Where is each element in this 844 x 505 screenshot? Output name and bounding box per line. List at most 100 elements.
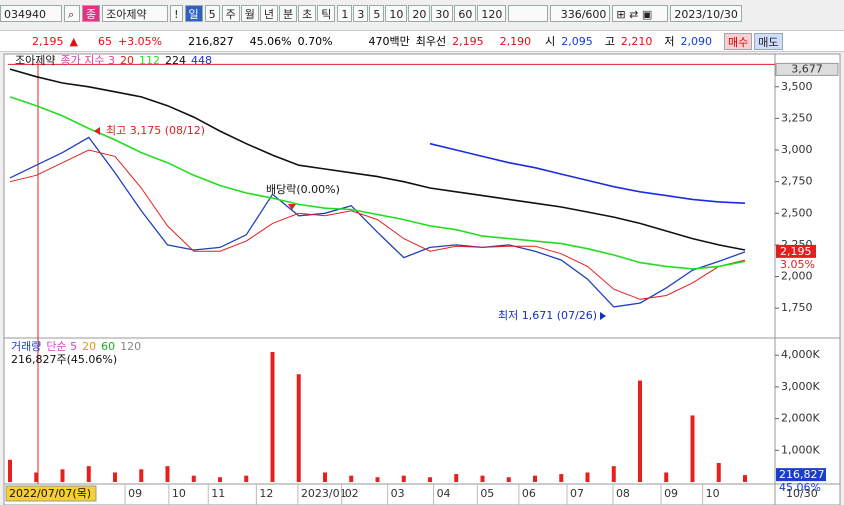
x-tick-label: 07 bbox=[570, 487, 584, 500]
volume-bar bbox=[244, 475, 249, 482]
sell-button[interactable]: 매도 bbox=[754, 32, 783, 50]
legend-title: 거래량 bbox=[11, 340, 41, 353]
interval[interactable]: 3 bbox=[353, 4, 369, 22]
search-button[interactable]: ⌕ bbox=[64, 4, 80, 22]
period-button[interactable]: 일 bbox=[184, 4, 203, 22]
volume-bar bbox=[191, 475, 196, 482]
volume-bar bbox=[60, 469, 65, 482]
tab[interactable]: 틱 bbox=[317, 4, 336, 22]
low: 2,090 bbox=[680, 34, 713, 48]
dropdown[interactable] bbox=[508, 4, 549, 22]
arrow: ▲ bbox=[69, 34, 78, 48]
legend-entry: 448 bbox=[191, 54, 212, 67]
interval[interactable]: 30 bbox=[431, 4, 454, 22]
volume-bar bbox=[506, 477, 511, 482]
x-tick-label: 2023/01 bbox=[301, 487, 347, 500]
x-tick-label: 08 bbox=[616, 487, 630, 500]
start-label-box bbox=[5, 485, 97, 502]
volume-bar bbox=[638, 380, 642, 482]
legend: 조아제약 종가 지수 3 20 112 224 448 bbox=[15, 53, 212, 67]
interval[interactable]: 120 bbox=[477, 4, 507, 22]
interval[interactable]: 5 bbox=[369, 4, 385, 22]
y-tick-label: 3,250 bbox=[781, 111, 813, 124]
annotation-arrow bbox=[288, 204, 296, 210]
price-line bbox=[9, 149, 746, 300]
stock-name[interactable]: 조아제약 bbox=[102, 4, 169, 22]
price-line bbox=[429, 142, 746, 204]
last-price-box bbox=[776, 244, 816, 258]
change-pct: +3.05% bbox=[117, 34, 163, 48]
bid: 2,190 bbox=[499, 34, 532, 48]
volume-bar bbox=[113, 472, 117, 482]
tab[interactable]: 월 bbox=[240, 4, 259, 22]
volume-ratio: 45.06% bbox=[249, 34, 292, 48]
y-tick-label: 3,000K bbox=[781, 380, 820, 393]
y-tick-label: 3,000 bbox=[781, 143, 813, 156]
annotation-arrow bbox=[94, 127, 100, 135]
interval[interactable]: 20 bbox=[408, 4, 431, 22]
tools[interactable]: ⊞ ⇄ ▣ bbox=[612, 4, 669, 22]
top-marker-box bbox=[775, 62, 839, 76]
volume-bar bbox=[401, 475, 406, 482]
y-tick-label: 3,500 bbox=[781, 80, 813, 93]
volume-bar bbox=[585, 472, 590, 482]
volume-bar bbox=[716, 462, 721, 482]
buy-button[interactable]: 매수 bbox=[724, 32, 753, 50]
period-count[interactable]: 5 bbox=[204, 4, 220, 22]
price-line bbox=[9, 68, 746, 251]
volume-bar bbox=[8, 459, 12, 482]
x-tick-label: 10 bbox=[706, 487, 720, 500]
interval[interactable]: 1 bbox=[337, 4, 353, 22]
y-tick-label: 2,250 bbox=[781, 238, 813, 251]
annotation-arrow bbox=[600, 312, 606, 320]
volume-bar bbox=[533, 475, 537, 482]
price: 2,195 bbox=[32, 34, 64, 48]
best-label: 최우선 bbox=[415, 35, 447, 48]
price-line bbox=[9, 136, 746, 308]
last-price-label: 2,195 bbox=[780, 245, 812, 258]
volume-bar bbox=[165, 466, 170, 482]
tab[interactable]: 년 bbox=[259, 4, 279, 22]
legend-entry: 60 bbox=[101, 340, 115, 353]
date[interactable]: 2023/10/30 bbox=[670, 4, 742, 22]
legend-entry: 224 bbox=[165, 54, 186, 67]
volume-bar bbox=[139, 469, 144, 482]
legend-entry: 120 bbox=[120, 340, 141, 353]
legend-entry: 20 bbox=[120, 54, 134, 67]
volume-bar bbox=[270, 352, 275, 482]
last-change: 3.05% bbox=[780, 258, 815, 271]
x-tick-label: 05 bbox=[480, 487, 494, 500]
volume-legend: 거래량 단순 5 20 60 120 bbox=[11, 340, 141, 353]
volume-bar bbox=[428, 477, 432, 482]
tab[interactable]: 주 bbox=[221, 4, 240, 22]
open: 2,095 bbox=[561, 34, 593, 48]
x-tick-label: 12 bbox=[259, 487, 273, 500]
legend-title: 조아제약 bbox=[15, 53, 55, 67]
volume-bar bbox=[218, 477, 222, 482]
x-tick-label: 04 bbox=[437, 487, 451, 500]
volume-bar bbox=[296, 374, 301, 482]
legend-entry: 112 bbox=[139, 54, 160, 67]
last-volume-label: 216,827 bbox=[779, 468, 825, 481]
tab[interactable]: 초 bbox=[298, 4, 317, 22]
count: 336/600 bbox=[550, 4, 611, 22]
code-input[interactable]: 034940 bbox=[0, 4, 62, 22]
interval[interactable]: 60 bbox=[454, 4, 477, 22]
interval[interactable]: 10 bbox=[385, 4, 408, 22]
ask: 2,195 bbox=[452, 34, 484, 48]
last-volume-box bbox=[776, 468, 826, 482]
price-line bbox=[9, 96, 746, 270]
tab[interactable]: 분 bbox=[279, 4, 298, 22]
high-label: 고 bbox=[604, 35, 615, 48]
volume-bar bbox=[454, 474, 459, 482]
x-tick-label: 03 bbox=[391, 487, 405, 500]
legend-entry: 20 bbox=[82, 340, 96, 353]
alert-button[interactable]: ! bbox=[170, 4, 183, 22]
last-volume-ratio: 45.06% bbox=[779, 481, 821, 494]
volume-subtitle: 216,827주(45.06%) bbox=[11, 353, 117, 366]
badge: 종 bbox=[82, 4, 101, 22]
volume-bar bbox=[480, 475, 485, 482]
y-tick-label: 2,000 bbox=[781, 270, 813, 283]
